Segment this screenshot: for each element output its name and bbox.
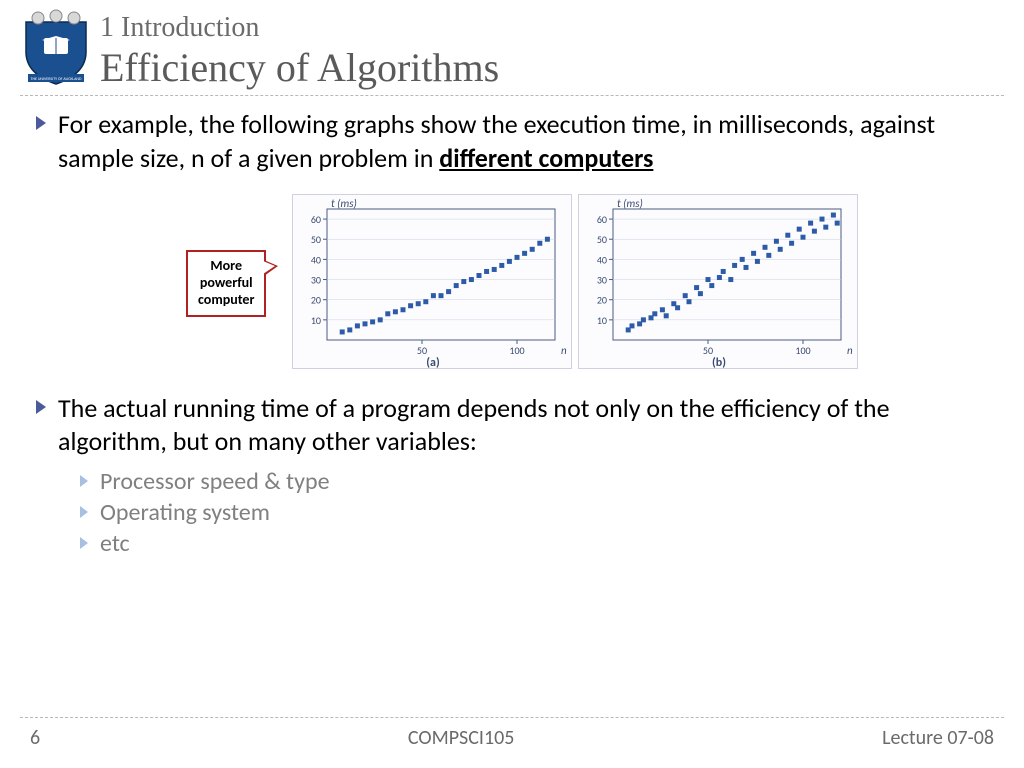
svg-text:100: 100 [796, 344, 811, 357]
sub-bullet-2: Operating system [80, 498, 988, 527]
svg-text:THE UNIVERSITY OF AUCKLAND: THE UNIVERSITY OF AUCKLAND [31, 77, 82, 82]
svg-text:t (ms): t (ms) [331, 197, 357, 210]
scatter-chart-b: 10203040506050100t (ms)n(b) [578, 194, 858, 369]
svg-text:100: 100 [510, 344, 525, 357]
callout-line: More [198, 258, 254, 275]
svg-text:(b): (b) [712, 356, 726, 369]
callout-line: computer [198, 292, 254, 309]
svg-text:20: 20 [311, 293, 321, 306]
svg-text:50: 50 [597, 233, 607, 246]
page-number: 6 [30, 726, 40, 750]
svg-text:n: n [561, 344, 567, 357]
course-code: COMPSCI105 [408, 726, 514, 750]
university-logo: THE UNIVERSITY OF AUCKLAND [20, 8, 92, 88]
svg-text:30: 30 [311, 273, 321, 286]
bullet-triangle-icon [36, 400, 48, 414]
slide-body: For example, the following graphs show t… [0, 108, 1024, 558]
slide-title: Efficiency of Algorithms [100, 44, 499, 91]
sub-bullet-text: etc [100, 529, 130, 558]
chart-panel-a: 10203040506050100t (ms)n(a) [292, 194, 572, 374]
svg-text:50: 50 [311, 233, 321, 246]
bullet-main-2: The actual running time of a program dep… [36, 392, 988, 460]
charts-region: More powerful computer 10 20 30 40 50 60 50 100… [186, 194, 988, 374]
bullet-triangle-icon [80, 537, 90, 549]
slide-header: THE UNIVERSITY OF AUCKLAND 1 Introductio… [0, 0, 1024, 91]
header-divider [20, 95, 1004, 96]
svg-text:t (ms): t (ms) [617, 197, 643, 210]
sub-bullet-1: Processor speed & type [80, 467, 988, 496]
svg-text:60: 60 [311, 213, 321, 226]
scatter-chart-a: 10203040506050100t (ms)n(a) [292, 194, 572, 369]
svg-text:10: 10 [311, 313, 321, 326]
bullet-text-bold: different computers [439, 142, 653, 174]
svg-text:60: 60 [597, 213, 607, 226]
svg-text:10: 10 [597, 313, 607, 326]
lecture-label: Lecture 07-08 [882, 726, 994, 750]
svg-text:20: 20 [597, 293, 607, 306]
bullet-triangle-icon [36, 116, 48, 130]
footer-divider [20, 717, 1004, 718]
slide-footer: 6 COMPSCI105 Lecture 07-08 [0, 726, 1024, 750]
svg-text:30: 30 [597, 273, 607, 286]
bullet-main-1: For example, the following graphs show t… [36, 108, 988, 176]
bullet-triangle-icon [80, 506, 90, 518]
bullet-triangle-icon [80, 475, 90, 487]
sub-bullet-text: Operating system [100, 498, 270, 527]
callout-box: More powerful computer [186, 250, 266, 316]
svg-text:40: 40 [311, 253, 321, 266]
chart-panel-b: 10203040506050100t (ms)n(b) [578, 194, 858, 374]
svg-text:n: n [847, 344, 853, 357]
sub-bullet-3: etc [80, 529, 988, 558]
svg-text:(a): (a) [427, 356, 440, 369]
sub-bullet-text: Processor speed & type [100, 467, 330, 496]
bullet-text: The actual running time of a program dep… [58, 392, 988, 460]
section-label: 1 Introduction [100, 12, 499, 44]
svg-text:40: 40 [597, 253, 607, 266]
sub-bullet-list: Processor speed & type Operating system … [80, 467, 988, 558]
callout-line: powerful [198, 275, 254, 292]
